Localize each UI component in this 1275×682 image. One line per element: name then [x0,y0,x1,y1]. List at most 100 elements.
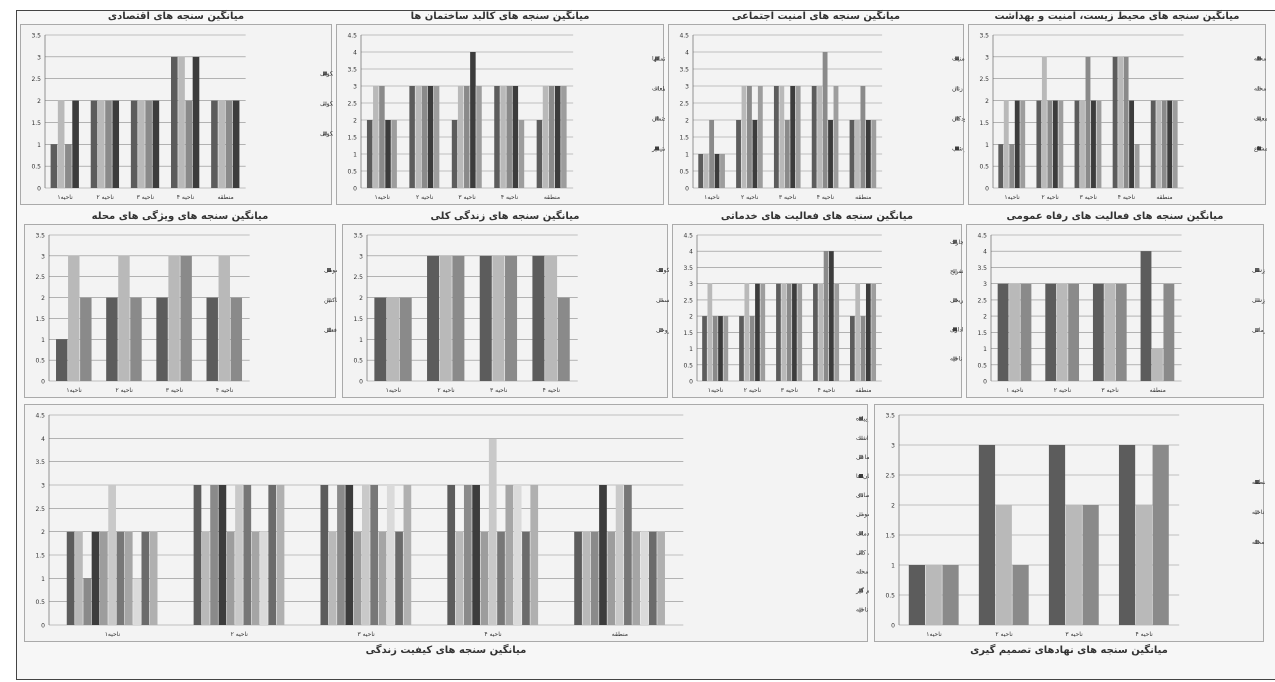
bar [1092,283,1104,381]
bar [505,255,518,381]
bar [1041,56,1047,188]
legend-swatch [1255,328,1259,332]
y-tick-label: 2.5 [683,297,693,304]
y-tick-label: 2 [359,295,363,302]
chart-panel-institutions: 0 0.5 1 1.5 2 2.5 3 3.5 ناحیه۱ ناحیه ۲ ناحیه ۳ ناحی… [874,404,1265,642]
bar [494,86,500,188]
legend-label: ویژگی های محله [856,567,869,575]
legend-label: تمایل به ادامه سکونت در محله فعلی [324,327,337,334]
x-tick-label: ناحیه ۲ [1041,194,1059,201]
bar [702,316,707,381]
x-tick-label: ناحیه ۴ [818,387,836,394]
chart-panel-welfare: 0 0.5 1 1.5 2 2.5 3 3.5 4 4.5 ناحیه ۱ ناحیه ۲ ناحیه … [966,224,1265,398]
legend-swatch [955,56,959,61]
bar [522,531,530,625]
chart-svg-quality: 0 0.5 1 1.5 2 2.5 3 3.5 4 4.5 ناحیه۱ ناحیه ۲ ناحیه ۳… [35,413,869,639]
y-tick-label: 3.5 [679,67,689,74]
bar [1129,100,1135,188]
y-tick-label: 3.5 [35,233,45,240]
x-tick-label: ناحیه۱ [66,387,82,394]
bar [225,100,233,188]
chart-title: میانگین سنجه های کالبد ساختمان ها [410,11,590,22]
y-tick-label: 0 [353,186,357,193]
y-tick-label: 1.5 [679,135,689,142]
legend-label: شورایاری محله [1252,539,1265,546]
bar [1048,445,1066,625]
y-tick-label: 4.5 [679,33,689,40]
chart-svg-social_security: 0 0.5 1 1.5 2 2.5 3 3.5 4 4.5 ناحیه۱ ناحیه ۲ ناحیه ۳… [679,33,965,202]
bar [1012,565,1029,625]
bar [786,283,792,381]
bar [1152,445,1169,625]
x-tick-label: ناحیه ۴ [817,194,835,201]
bar [452,255,465,381]
y-tick-label: 2.5 [979,76,989,83]
bar [218,100,225,188]
bar [757,86,763,188]
y-tick-label: 1 [891,563,895,570]
x-tick-label: منطقه [1150,387,1166,394]
bar [1115,283,1127,381]
y-tick-label: 4.5 [977,233,987,240]
bar [337,485,345,625]
y-tick-label: 1.5 [35,316,45,323]
legend-label: جمع ناحیه [856,607,869,614]
bar [80,297,92,381]
legend-label: رفاه عمومی [856,511,869,518]
legend-label: استفاده از حمل و نقل شخصی، عمومی و پیاده [856,416,869,423]
y-tick-label: 0 [41,379,45,386]
legend-label: بهداشتی و درمانی [1252,327,1265,334]
legend-label: وجود نهادهای رفاه عمومی [324,267,337,274]
y-tick-label: 4 [685,50,689,57]
x-tick-label: ناحیه ۳ [1065,631,1083,638]
bar [130,100,138,188]
y-tick-label: 1.5 [885,533,895,540]
bar [720,154,725,188]
x-tick-label: ناحیه ۲ [96,194,114,201]
bar [849,120,855,188]
bar [582,531,591,625]
y-tick-label: 3.5 [31,33,41,40]
x-tick-label: منطقه [855,387,871,394]
bar [57,100,65,188]
bar [201,531,210,625]
bar [118,255,130,381]
bar [530,485,539,625]
chart-svg-welfare: 0 0.5 1 1.5 2 2.5 3 3.5 4 4.5 ناحیه ۱ ناحیه ۲ ناحیه … [977,233,1265,395]
y-tick-label: 4.5 [347,33,357,40]
y-tick-label: 0 [359,379,363,386]
bar [860,86,866,188]
bar [795,86,801,188]
bar [505,485,514,625]
bar [470,52,476,188]
bar [232,100,240,188]
legend-swatch [953,356,957,361]
x-tick-label: ناحیه ۲ [995,631,1013,638]
bar [1172,100,1178,188]
legend-label: عدم ازدحام جمعیت [1254,116,1267,123]
x-tick-label: ناحیه ۴ [1135,631,1153,638]
y-tick-label: 2.5 [679,101,689,108]
bar [657,531,665,625]
bar [709,120,715,188]
bar [557,297,570,381]
bar [648,531,657,625]
bar [1112,56,1118,188]
bar [739,316,744,381]
y-tick-label: 3 [985,54,989,61]
legend-swatch [323,101,327,106]
bar [1068,283,1080,381]
bar [599,485,607,625]
bar [492,255,505,381]
bar [178,56,185,188]
bar [813,283,818,381]
x-tick-label: ناحیه۱ [708,387,724,394]
chart-panel-environment: 0 0.5 1 1.5 2 2.5 3 3.5 ناحیه۱ ناحیه ۲ ناحیه ۳ ناحی… [968,24,1267,205]
bar [395,531,403,625]
legend-label: سلامت جسمی [656,297,669,304]
bar [403,485,412,625]
y-tick-label: 3 [983,281,987,288]
bar [829,251,834,381]
legend-swatch [859,531,863,536]
y-tick-label: 0.5 [977,362,987,369]
